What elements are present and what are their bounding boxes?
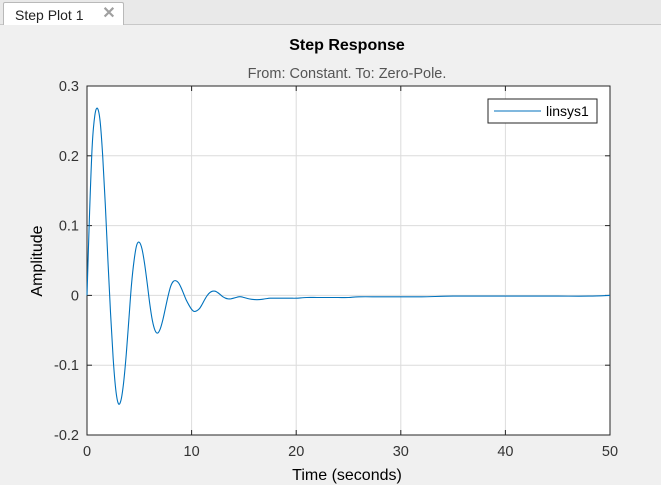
legend[interactable]: linsys1 xyxy=(487,98,598,124)
figure-canvas: 0 10 20 30 40 50 0.3 0.2 0.1 0 -0.1 -0.2 Step Respo… xyxy=(0,25,661,485)
x-tick-label: 20 xyxy=(288,444,304,460)
legend-label: linsys1 xyxy=(546,103,589,119)
x-tick-label: 40 xyxy=(497,444,513,460)
x-tick-label: 50 xyxy=(602,444,618,460)
y-tick-label: 0.1 xyxy=(59,219,79,235)
tab-bar: Step Plot 1 ✕ xyxy=(0,0,661,26)
x-axis-label: Time (seconds) xyxy=(292,467,402,484)
x-tick-label: 10 xyxy=(184,444,200,460)
y-tick-label: -0.2 xyxy=(54,428,79,444)
series-line-linsys1[interactable] xyxy=(86,107,611,405)
y-tick-label: -0.1 xyxy=(54,358,79,374)
y-tick-label: 0.2 xyxy=(59,149,79,165)
y-tick-label: 0 xyxy=(71,288,79,304)
chart-title: Step Response xyxy=(289,37,405,54)
series-layer xyxy=(86,107,611,405)
step-response-chart: 0 10 20 30 40 50 0.3 0.2 0.1 0 -0.1 -0.2 Step Respo… xyxy=(29,37,618,484)
grid xyxy=(87,86,610,435)
tab-step-plot-1[interactable]: Step Plot 1 ✕ xyxy=(3,2,124,26)
plot-area xyxy=(87,86,610,435)
y-tick-label: 0.3 xyxy=(59,79,79,95)
tab-label: Step Plot 1 xyxy=(15,6,84,23)
ticks: 0 10 20 30 40 50 0.3 0.2 0.1 0 -0.1 -0.2 xyxy=(54,79,618,460)
x-tick-label: 30 xyxy=(393,444,409,460)
y-axis-label: Amplitude xyxy=(29,225,46,296)
x-tick-label: 0 xyxy=(83,444,91,460)
axes-box xyxy=(86,85,611,436)
close-icon[interactable]: ✕ xyxy=(102,5,116,22)
chart-subtitle: From: Constant. To: Zero-Pole. xyxy=(248,66,447,82)
